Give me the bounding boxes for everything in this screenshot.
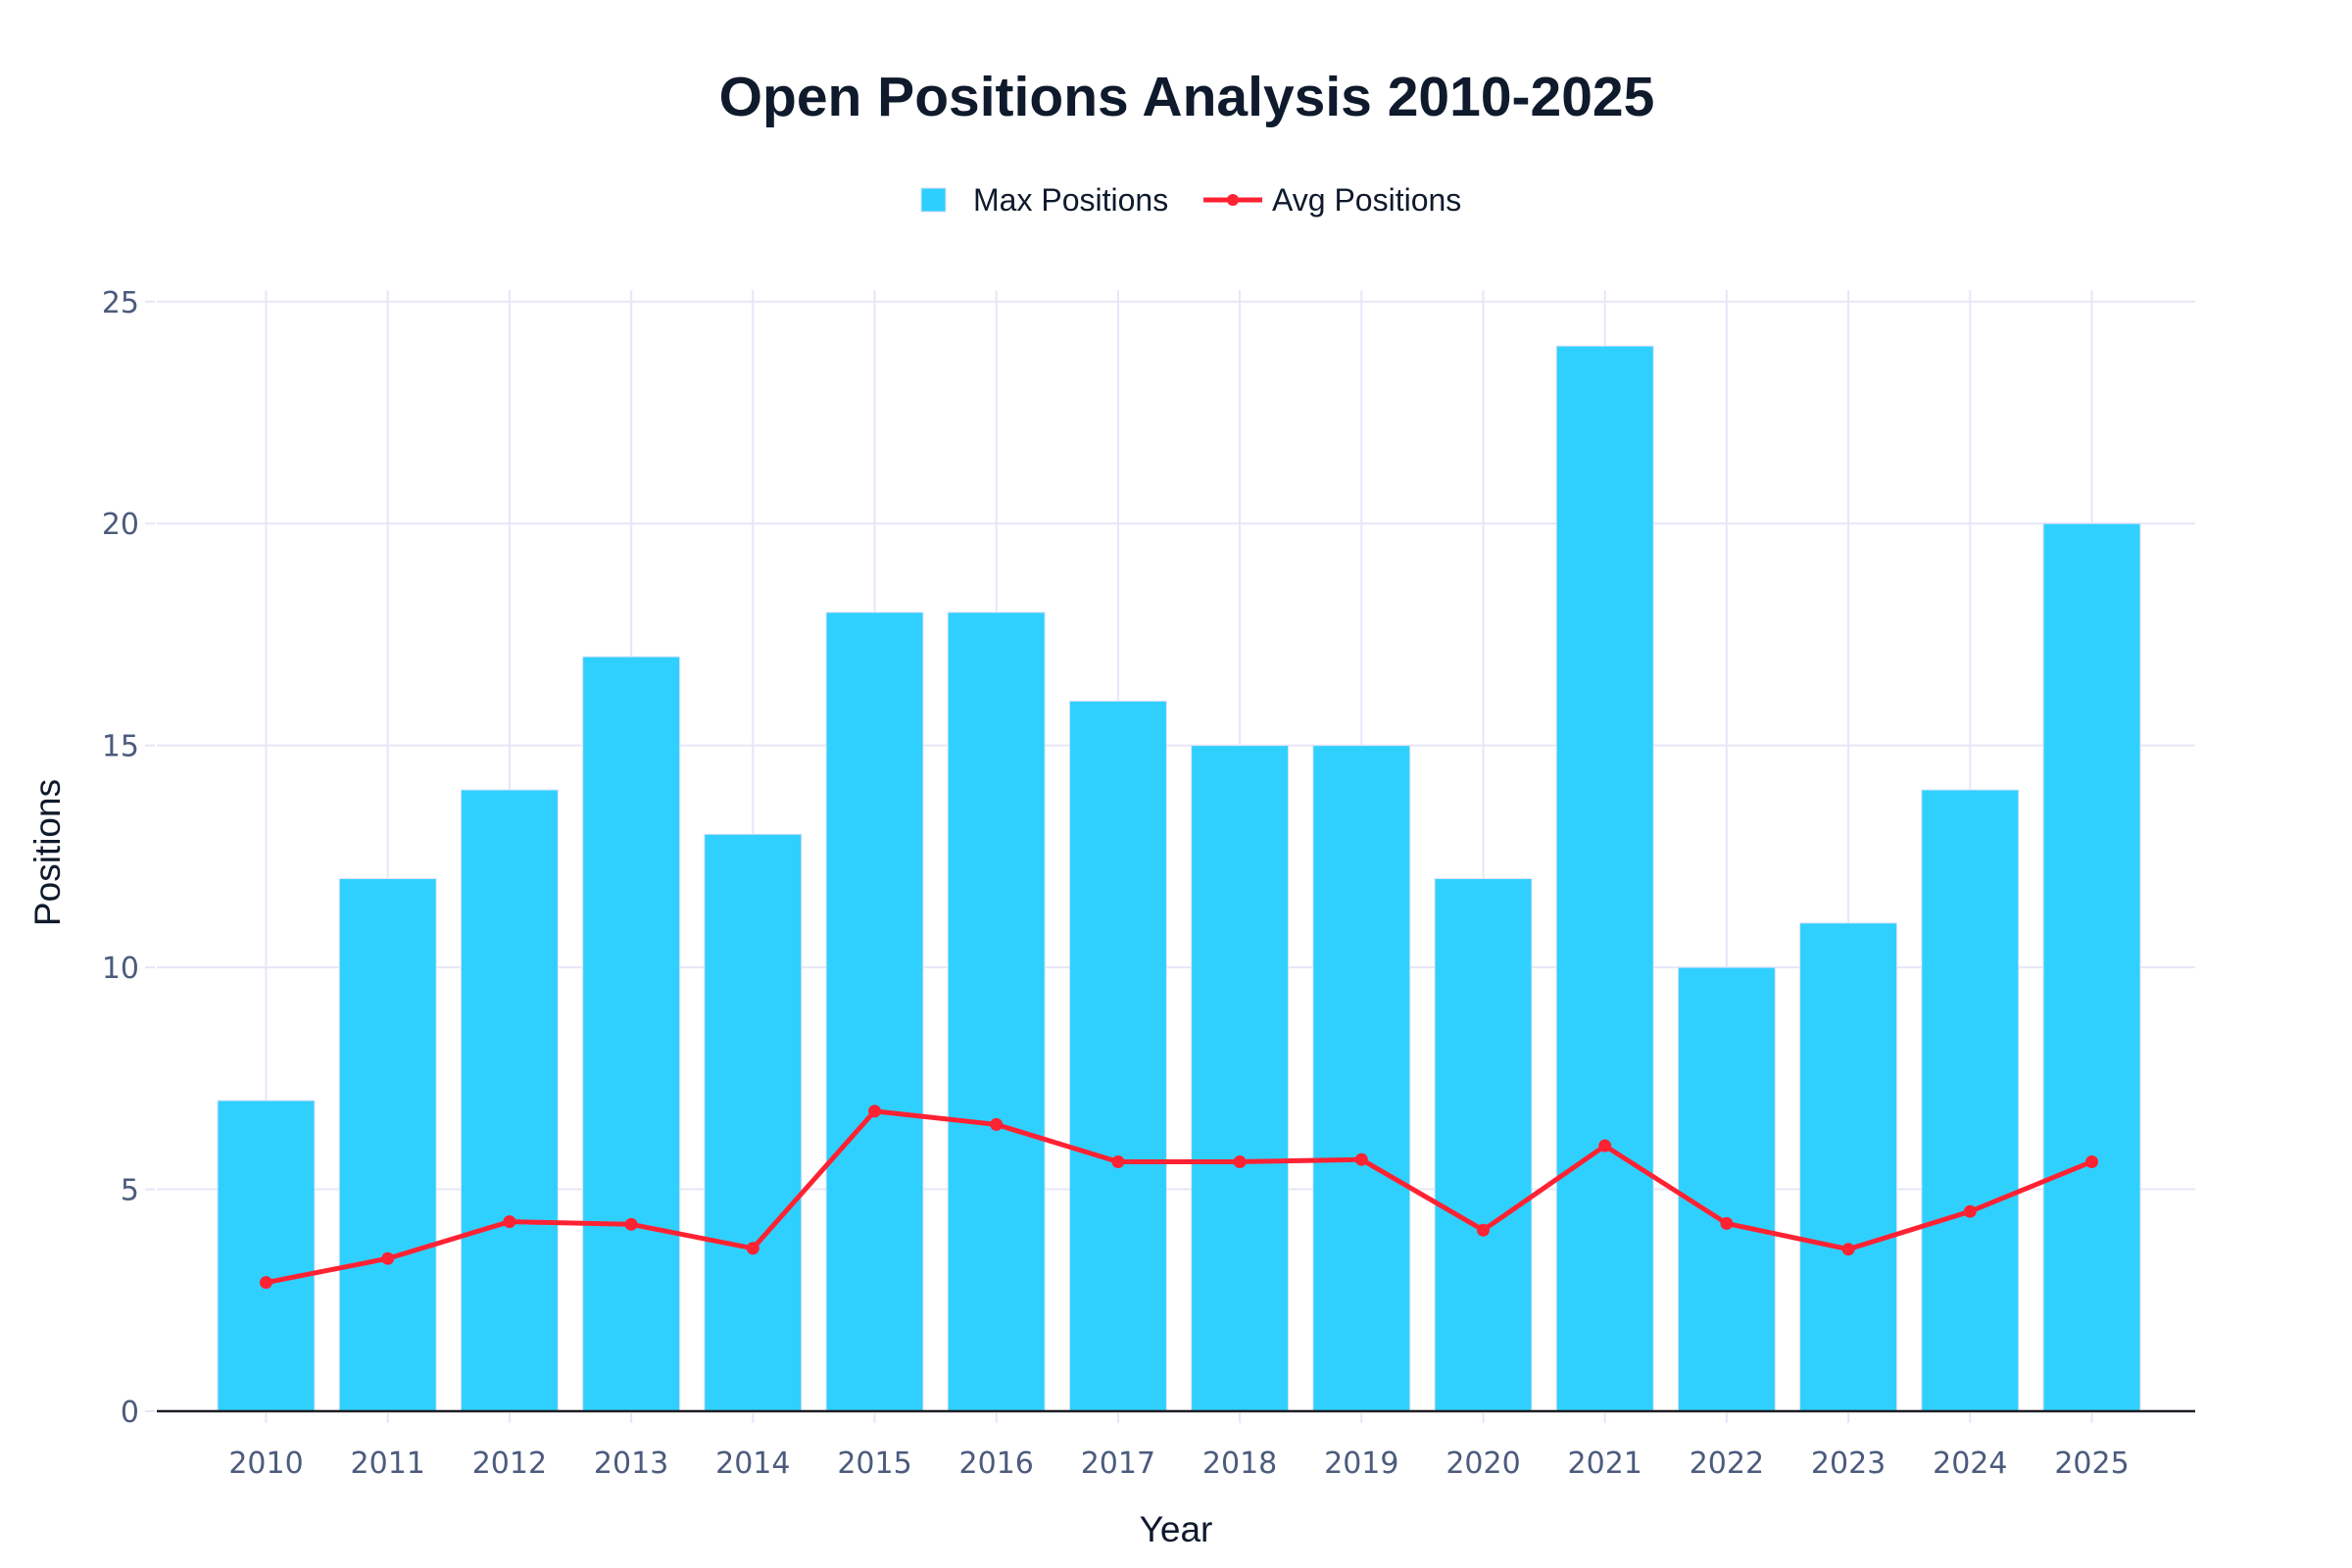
x-tick-label: 2018 (1202, 1446, 1277, 1481)
bar-2014[interactable] (704, 833, 803, 1412)
x-tick-label: 2012 (472, 1446, 547, 1481)
avg-point-2012[interactable] (503, 1215, 516, 1229)
x-axis-ticks: 2010 2011 2012 2013 2014 2015 2016 2017 2018 2019… (228, 1413, 2130, 1481)
avg-point-2024[interactable] (1963, 1204, 1977, 1218)
legend-item-max-positions[interactable]: Max Positions (920, 182, 1168, 218)
bar-2020[interactable] (1434, 878, 1533, 1412)
y-axis-ticks: 0 5 10 15 20 25 (102, 286, 155, 1430)
x-tick-label: 2025 (2054, 1446, 2129, 1481)
legend-item-avg-positions[interactable]: Avg Positions (1203, 182, 1461, 218)
avg-point-2015[interactable] (868, 1104, 881, 1118)
x-axis-title: Year (1140, 1509, 1213, 1549)
chart-title: Open Positions Analysis 2010-2025 (719, 66, 1655, 128)
avg-point-2020[interactable] (1477, 1223, 1490, 1237)
legend-line-marker (1227, 194, 1239, 206)
bar-2010[interactable] (217, 1100, 316, 1412)
x-tick-label: 2020 (1446, 1446, 1520, 1481)
bar-2016[interactable] (947, 612, 1046, 1412)
avg-point-2023[interactable] (1841, 1243, 1855, 1256)
x-tick-label: 2015 (837, 1446, 911, 1481)
avg-point-2019[interactable] (1354, 1152, 1368, 1166)
bar-2015[interactable] (825, 612, 924, 1412)
avg-point-2022[interactable] (1720, 1216, 1734, 1230)
bar-2018[interactable] (1191, 745, 1290, 1412)
x-tick-label: 2023 (1811, 1446, 1886, 1481)
bar-2017[interactable] (1068, 700, 1167, 1412)
avg-point-2021[interactable] (1598, 1139, 1612, 1152)
y-tick-label: 25 (102, 286, 139, 320)
y-axis-title: Positions (27, 779, 68, 926)
x-tick-label: 2011 (351, 1446, 425, 1481)
x-tick-label: 2014 (715, 1446, 790, 1481)
avg-point-2025[interactable] (2085, 1154, 2098, 1168)
bar-2023[interactable] (1799, 922, 1898, 1412)
bar-2013[interactable] (582, 656, 681, 1412)
x-tick-label: 2010 (228, 1446, 303, 1481)
avg-positions-line (266, 1108, 2093, 1286)
avg-point-2010[interactable] (260, 1276, 272, 1290)
x-tick-label: 2024 (1933, 1446, 2007, 1481)
bar-2022[interactable] (1677, 966, 1776, 1412)
bar-2024[interactable] (1921, 789, 2020, 1412)
avg-point-2014[interactable] (746, 1242, 760, 1255)
y-tick-label: 10 (102, 952, 139, 986)
x-tick-label: 2016 (959, 1446, 1034, 1481)
y-tick-label: 5 (121, 1174, 139, 1208)
legend-bar-swatch (920, 187, 947, 213)
avg-point-2013[interactable] (624, 1217, 638, 1231)
bar-2019[interactable] (1312, 745, 1411, 1412)
avg-point-2016[interactable] (990, 1117, 1004, 1131)
x-tick-label: 2019 (1324, 1446, 1398, 1481)
bar-2025[interactable] (2042, 522, 2141, 1412)
y-tick-label: 20 (102, 508, 139, 542)
x-tick-label: 2022 (1690, 1446, 1764, 1481)
bar-2012[interactable] (460, 789, 559, 1412)
legend-label-avg-positions: Avg Positions (1272, 182, 1461, 218)
y-tick-label: 0 (121, 1396, 139, 1430)
legend-label-max-positions: Max Positions (973, 182, 1168, 218)
avg-point-2017[interactable] (1111, 1154, 1125, 1168)
avg-point-2011[interactable] (381, 1251, 395, 1265)
y-tick-label: 15 (102, 730, 139, 764)
bar-series-max-positions (217, 345, 2141, 1412)
x-tick-label: 2013 (594, 1446, 668, 1481)
bar-2011[interactable] (338, 878, 437, 1412)
avg-point-2018[interactable] (1233, 1154, 1247, 1168)
line-series-avg-positions (260, 1104, 2098, 1290)
legend: Max Positions Avg Positions (920, 182, 1461, 218)
x-tick-label: 2021 (1568, 1446, 1642, 1481)
bar-2021[interactable] (1555, 345, 1654, 1412)
x-tick-label: 2017 (1081, 1446, 1155, 1481)
